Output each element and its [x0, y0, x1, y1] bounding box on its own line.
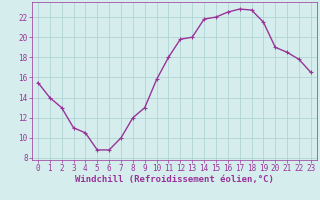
X-axis label: Windchill (Refroidissement éolien,°C): Windchill (Refroidissement éolien,°C)	[75, 175, 274, 184]
